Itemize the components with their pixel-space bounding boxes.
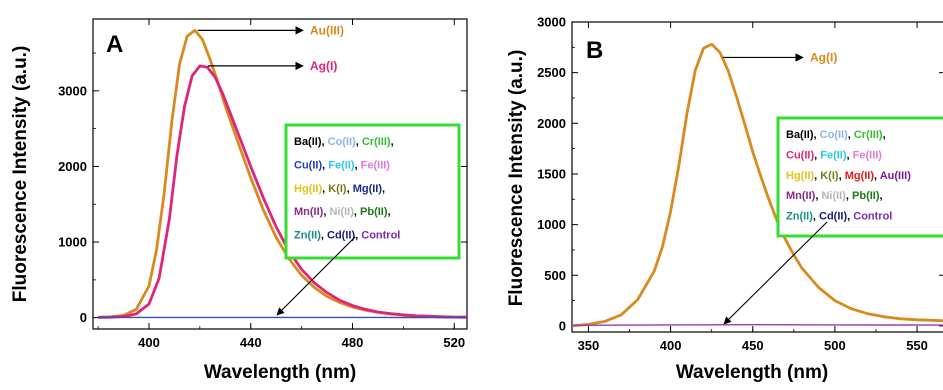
y-tick-label: 3000	[537, 15, 566, 30]
legend-line: Mn(II), Ni(II), Pb(II),	[786, 190, 883, 202]
legend-token: ,	[388, 206, 391, 218]
control-arrow	[724, 222, 827, 324]
legend-line: Cu(II), Fe(II), Fe(III)	[294, 159, 390, 171]
peak-label: Ag(I)	[310, 59, 337, 73]
x-tick-label: 520	[443, 335, 465, 350]
y-tick-label: 2000	[537, 116, 566, 131]
y-tick-label: 500	[544, 268, 566, 283]
x-tick-label: 350	[578, 338, 600, 353]
legend-token: Co(II)	[820, 129, 848, 141]
legend-token: Ni(II)	[329, 206, 354, 218]
legend-token: Cu(II)	[294, 159, 322, 171]
y-tick-label: 0	[559, 318, 566, 333]
legend-token: Pb(II)	[852, 190, 880, 202]
legend-token: Fe(II)	[328, 159, 355, 171]
legend-token: Mn(II)	[294, 206, 324, 218]
x-tick-label: 400	[138, 335, 160, 350]
legend-token: Control	[361, 230, 400, 242]
legend-line: Hg(II), K(I), Mg(II),	[294, 183, 385, 195]
series-line-control	[572, 325, 943, 326]
legend-token: Pb(II)	[360, 206, 388, 218]
legend-token: Fe(II)	[820, 149, 847, 161]
y-axis-title: Fluorescence Intensity (a.u.)	[10, 46, 31, 303]
legend-token: Mn(II)	[786, 190, 816, 202]
x-axis-title: Wavelength (nm)	[676, 362, 828, 383]
legend-token: K(I)	[328, 183, 347, 195]
legend-token: Cr(III)	[362, 136, 391, 148]
legend-line: Ba(II), Co(II), Cr(III),	[294, 136, 394, 148]
legend-line: Hg(II), K(I), Mg(II), Au(III)	[786, 170, 911, 182]
legend-token: Ba(II)	[294, 136, 322, 148]
peak-label: Ag(I)	[810, 50, 837, 64]
legend-token: Cd(II)	[819, 211, 847, 223]
panel-b: 350 400 450 500 550 0 500 1000 1500 2000 2500 3000 B…	[506, 15, 943, 384]
panel-letter: A	[106, 31, 123, 58]
legend-token: Ni(II)	[821, 190, 846, 202]
x-tick-label: 500	[824, 338, 846, 353]
legend-token: Mg(II)	[845, 170, 875, 182]
legend-token: ,	[391, 136, 394, 148]
x-tick-label: 440	[240, 335, 262, 350]
legend-token: K(I)	[820, 170, 839, 182]
legend-token: Zn(II)	[294, 230, 321, 242]
legend-token: Cr(III)	[854, 129, 883, 141]
legend-line: Ba(II), Co(II), Cr(III),	[786, 129, 886, 141]
legend-line: Mn(II), Ni(II), Pb(II),	[294, 206, 391, 218]
x-axis-title: Wavelength (nm)	[204, 362, 356, 383]
legend-line: Zn(II), Cd(II), Control	[294, 230, 400, 242]
y-axis-title: Fluorescence Intensity (a.u.)	[506, 50, 527, 307]
peak-label: Au(III)	[310, 23, 344, 37]
legend-token: Hg(II)	[294, 183, 322, 195]
x-tick-label: 450	[742, 338, 764, 353]
legend-token: Cu(II)	[786, 149, 814, 161]
legend-line: Zn(II), Cd(II), Control	[786, 211, 892, 223]
y-tick-label: 0	[80, 310, 87, 325]
y-tick-label: 1000	[537, 217, 566, 232]
legend-token: Au(III)	[880, 170, 911, 182]
y-tick-label: 2500	[537, 65, 566, 80]
legend-token: ,	[382, 183, 385, 195]
panel-letter: B	[586, 37, 603, 64]
x-tick-label: 550	[906, 338, 928, 353]
legend-token: Co(II)	[328, 136, 356, 148]
y-tick-label: 2000	[58, 159, 87, 174]
legend-token: Control	[853, 211, 892, 223]
y-tick-label: 1000	[58, 235, 87, 250]
legend-line: Cu(II), Fe(II), Fe(III)	[786, 149, 882, 161]
x-tick-label: 480	[342, 335, 364, 350]
panel-a: 400 440 480 520 0 1000 2000 3000 A Wavelength (nm…	[10, 19, 467, 383]
legend-token: Hg(II)	[786, 170, 814, 182]
legend-token: Zn(II)	[786, 211, 813, 223]
x-tick-label: 400	[660, 338, 682, 353]
legend-token: Ba(II)	[786, 129, 814, 141]
legend-token: Fe(III)	[361, 159, 391, 171]
y-tick-label: 3000	[58, 83, 87, 98]
y-tick-label: 1500	[537, 166, 566, 181]
legend-token: Mg(II)	[353, 183, 383, 195]
legend-token: ,	[880, 190, 883, 202]
legend-token: ,	[883, 129, 886, 141]
legend-token: Fe(III)	[853, 149, 883, 161]
legend-token: Cd(II)	[327, 230, 355, 242]
